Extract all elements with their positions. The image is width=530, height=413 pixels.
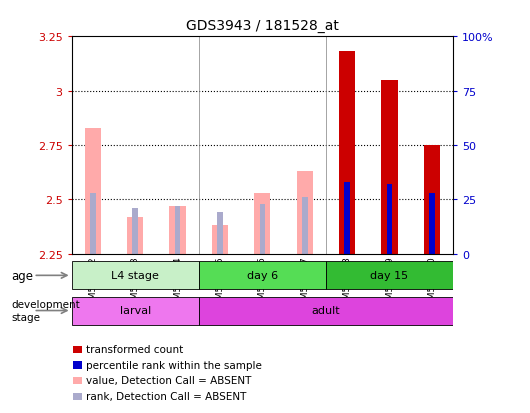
Bar	[85, 128, 101, 254]
Text: adult: adult	[312, 305, 340, 315]
Text: L4 stage: L4 stage	[111, 270, 159, 280]
Bar	[132, 209, 138, 254]
Bar	[302, 198, 307, 254]
Bar	[175, 206, 180, 254]
Bar	[72, 297, 199, 325]
Bar	[73, 393, 82, 400]
Bar	[170, 206, 185, 254]
Bar	[297, 172, 313, 254]
Bar	[199, 297, 453, 325]
Bar	[72, 262, 199, 290]
Bar	[429, 193, 435, 254]
Text: day 15: day 15	[370, 270, 409, 280]
Bar	[382, 81, 398, 254]
Text: age: age	[12, 269, 34, 282]
Text: development
stage: development stage	[12, 299, 81, 322]
Bar	[73, 361, 82, 369]
Bar	[90, 193, 95, 254]
Bar	[260, 204, 265, 254]
Bar	[387, 185, 392, 254]
Bar	[254, 193, 270, 254]
Text: transformed count: transformed count	[86, 344, 183, 354]
Bar	[339, 52, 355, 254]
Bar	[199, 262, 326, 290]
Bar	[217, 213, 223, 254]
Bar	[73, 346, 82, 353]
Text: value, Detection Call = ABSENT: value, Detection Call = ABSENT	[86, 375, 252, 385]
Bar	[212, 226, 228, 254]
Text: rank, Detection Call = ABSENT: rank, Detection Call = ABSENT	[86, 391, 247, 401]
Text: percentile rank within the sample: percentile rank within the sample	[86, 360, 262, 370]
Bar	[127, 217, 143, 254]
Title: GDS3943 / 181528_at: GDS3943 / 181528_at	[186, 19, 339, 33]
Text: day 6: day 6	[247, 270, 278, 280]
Bar	[424, 146, 440, 254]
Bar	[73, 377, 82, 385]
Bar	[344, 183, 350, 254]
Bar	[326, 262, 453, 290]
Text: larval: larval	[120, 305, 151, 315]
